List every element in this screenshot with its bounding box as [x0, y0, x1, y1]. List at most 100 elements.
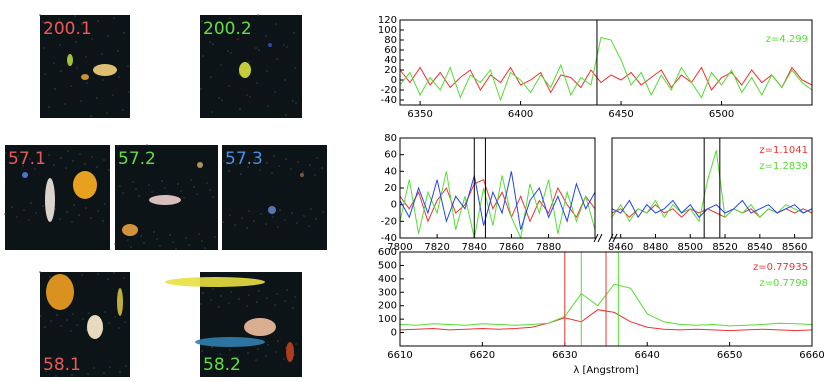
stamp-noise — [211, 346, 213, 348]
stamp-noise — [285, 158, 287, 160]
stamp-noise — [188, 244, 190, 246]
stamp-noise — [49, 29, 51, 31]
plot-frame — [611, 137, 813, 239]
stamp-noise — [230, 52, 232, 54]
stamp-noise — [265, 35, 267, 37]
x-tick-label: 7820 — [424, 242, 449, 253]
stamp-noise — [169, 234, 171, 236]
stamp-noise — [123, 32, 125, 34]
stamp-noise — [72, 160, 74, 162]
stamp-noise — [86, 82, 88, 84]
redshift-label: z=1.2839 — [759, 161, 808, 172]
redshift-label: z=0.7798 — [759, 278, 808, 289]
stamp-noise — [278, 165, 280, 167]
stamp-noise — [22, 165, 24, 167]
stamp-noise — [65, 167, 67, 169]
x-tick-label: 6450 — [608, 109, 633, 120]
stamp-noise — [156, 238, 158, 240]
stamp-noise — [267, 105, 269, 107]
stamp-noise — [78, 214, 80, 216]
stamp-noise — [284, 79, 286, 81]
stamp-noise — [56, 314, 58, 316]
stamp-noise — [79, 153, 81, 155]
source-blob — [195, 337, 265, 347]
stamp-noise — [229, 349, 231, 351]
stamp-noise — [239, 108, 241, 110]
source-blob — [239, 62, 251, 78]
stamp-noise — [50, 320, 52, 322]
stamp-noise — [295, 102, 297, 104]
stamp-noise — [85, 207, 87, 209]
stamp-noise — [172, 241, 174, 243]
stamp-noise — [222, 221, 224, 223]
stamp-noise — [117, 50, 119, 52]
spectrum-line — [399, 66, 813, 94]
stamp-noise — [107, 278, 109, 280]
stamp-noise — [104, 203, 106, 205]
stamp-noise — [185, 237, 187, 239]
stamp-noise — [293, 32, 295, 34]
stamp-noise — [254, 159, 256, 161]
stamp-noise — [290, 168, 292, 170]
stamp-noise — [97, 210, 99, 212]
stamp-noise — [123, 277, 125, 279]
x-tick-label: 7860 — [499, 242, 524, 253]
stamp-noise — [64, 103, 66, 105]
stamp-noise — [248, 210, 250, 212]
y-tick-label: 0 — [391, 75, 397, 86]
stamp-noise — [212, 43, 214, 45]
stamp-noise — [77, 368, 79, 370]
stamp-noise — [108, 169, 110, 171]
stamp-noise — [247, 352, 249, 354]
x-axis-label: λ [Angstrom] — [573, 365, 638, 376]
stamp-noise — [71, 374, 73, 376]
stamp-noise — [151, 191, 153, 193]
stamp-noise — [122, 192, 124, 194]
stamp-noise — [75, 41, 77, 43]
x-tick-label: 6400 — [508, 109, 533, 120]
stamp-noise — [102, 79, 104, 81]
y-tick-label: 60 — [384, 150, 397, 161]
source-blob — [149, 195, 181, 205]
stamp-noise — [234, 224, 236, 226]
spectrum-line — [399, 36, 813, 102]
stamp-noise — [201, 350, 203, 352]
stamp-noise — [58, 18, 60, 20]
stamp-noise — [193, 186, 195, 188]
stamp-noise — [65, 26, 67, 28]
x-tick-label: 6610 — [387, 350, 412, 361]
stamp-noise — [177, 183, 179, 185]
source-blob — [197, 162, 203, 168]
stamp-noise — [248, 61, 250, 63]
stamp-noise — [204, 247, 206, 249]
stamp-noise — [103, 372, 105, 374]
x-tick-label: 7840 — [462, 242, 487, 253]
stamp-noise — [119, 185, 121, 187]
stamp-noise — [253, 220, 255, 222]
stamp-noise — [309, 164, 311, 166]
stamp-noise — [266, 297, 268, 299]
stamp-noise — [127, 65, 129, 67]
stamp-noise — [128, 91, 130, 93]
stamp-noise — [211, 111, 213, 113]
stamp-noise — [66, 319, 68, 321]
stamp-noise — [190, 179, 192, 181]
y-tick-label: 600 — [378, 247, 397, 258]
stamp-noise — [198, 233, 200, 235]
stamp-noise — [228, 170, 230, 172]
stamp-noise — [96, 97, 98, 99]
stamp-noise — [246, 305, 248, 307]
y-tick-label: 20 — [384, 65, 397, 76]
stamp-noise — [90, 217, 92, 219]
stamp-noise — [291, 212, 293, 214]
stamp-noise — [84, 163, 86, 165]
stamp-noise — [229, 214, 231, 216]
stamp-noise — [103, 159, 105, 161]
stamp-noise — [113, 17, 115, 19]
source-blob — [286, 342, 294, 362]
stamp-noise — [175, 248, 177, 250]
stamp-noise — [218, 97, 220, 99]
stamp-noise — [29, 158, 31, 160]
stamp-noise — [219, 353, 221, 355]
